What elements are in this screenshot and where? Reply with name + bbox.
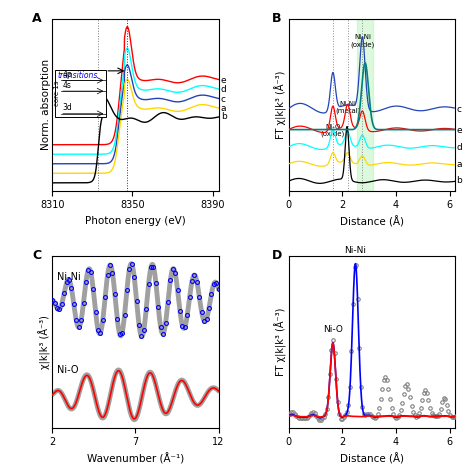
Text: Ni-O: Ni-O — [323, 325, 343, 334]
Y-axis label: FT χ|k|k³ (Å⁻³): FT χ|k|k³ (Å⁻³) — [275, 307, 287, 376]
Text: c: c — [220, 95, 226, 104]
Text: 4s: 4s — [62, 81, 71, 90]
Bar — [357, 19, 373, 190]
Text: Ni-Ni: Ni-Ni — [57, 272, 81, 282]
Text: A: A — [32, 12, 42, 25]
Text: Ni-O: Ni-O — [57, 365, 79, 375]
Text: c: c — [456, 105, 461, 114]
X-axis label: Photon energy (eV): Photon energy (eV) — [85, 216, 186, 226]
Text: b: b — [456, 176, 462, 185]
Text: e: e — [456, 126, 462, 135]
Y-axis label: χ|k|k³ (Å⁻³): χ|k|k³ (Å⁻³) — [38, 315, 51, 369]
Text: C: C — [32, 249, 41, 262]
Bar — [55, 70, 106, 117]
Text: 3d: 3d — [62, 103, 72, 112]
Text: Ni-Ni
(oxide): Ni-Ni (oxide) — [350, 34, 374, 48]
Text: D: D — [272, 249, 282, 262]
Y-axis label: Norm. absorption: Norm. absorption — [41, 59, 51, 151]
Text: Ni-O
(oxide): Ni-O (oxide) — [321, 124, 345, 137]
Text: core 1s: core 1s — [54, 81, 60, 106]
X-axis label: Distance (Å): Distance (Å) — [340, 453, 404, 464]
Text: d: d — [456, 142, 462, 152]
Text: transitions: transitions — [57, 71, 98, 80]
Text: 4p: 4p — [62, 70, 72, 79]
Text: d: d — [220, 85, 227, 94]
X-axis label: Distance (Å): Distance (Å) — [340, 216, 404, 228]
Text: Ni-Ni: Ni-Ni — [345, 246, 366, 255]
Text: e: e — [220, 76, 226, 85]
Text: a: a — [220, 104, 226, 113]
X-axis label: Wavenumber (Å⁻¹): Wavenumber (Å⁻¹) — [87, 453, 184, 464]
Text: B: B — [272, 12, 282, 25]
Text: b: b — [220, 112, 227, 121]
Text: a: a — [456, 160, 462, 169]
Y-axis label: FT χ|k|k³ (Å⁻³): FT χ|k|k³ (Å⁻³) — [275, 71, 287, 139]
Text: Ni-Ni
(metal): Ni-Ni (metal) — [335, 101, 360, 114]
